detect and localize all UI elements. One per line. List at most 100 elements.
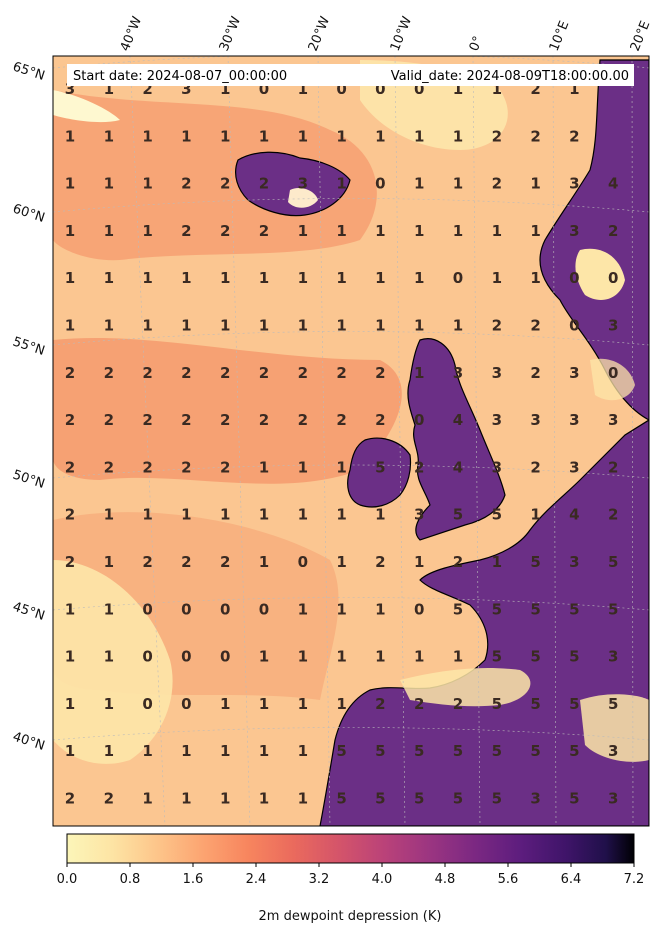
map-field: 3 1 2 3 1 0 1 0 0 0 1 1 2 1 1 1 1 1 1 1 1 1 1 1 1 2 2 2 1 1 1 2 2 2 3 1 0 1 1 2… [53,56,649,826]
grid-value: 1 [220,127,230,145]
grid-value: 2 [569,127,579,145]
colorbar-tick-label: 0.8 [120,872,141,887]
grid-value: 1 [375,222,385,240]
grid-value: 1 [530,506,540,524]
header-box [67,64,634,86]
grid-value: 5 [336,742,346,760]
meridian-line [394,56,406,826]
grid-value: 1 [181,269,191,287]
grid-value: 1 [298,790,308,808]
grid-value: 1 [104,175,114,193]
grid-value: 5 [569,790,579,808]
grid-value: 1 [181,742,191,760]
grid-value: 2 [492,127,502,145]
grid-value: 1 [298,695,308,713]
grid-value: 2 [298,364,308,382]
grid-value: 2 [492,317,502,335]
grid-value: 2 [259,222,269,240]
grid-value: 0 [142,695,152,713]
grid-value: 1 [259,506,269,524]
grid-value: 2 [142,458,152,476]
land-ireland [347,437,412,508]
grid-value: 2 [181,553,191,571]
grid-value: 5 [414,742,424,760]
lon-label: 40°W [118,14,145,53]
meridian-line [472,56,481,826]
grid-value: 1 [142,175,152,193]
grid-value: 1 [259,269,269,287]
grid-value: 1 [298,648,308,666]
start-date-label: Start date: 2024-08-07_00:00:00 [73,69,287,84]
grid-value: 1 [220,695,230,713]
grid-value: 3 [608,317,618,335]
grid-value: 2 [375,553,385,571]
grid-value: 1 [259,458,269,476]
grid-value: 2 [530,458,540,476]
grid-value: 1 [181,790,191,808]
grid-value: 5 [453,790,463,808]
grid-value: 2 [65,364,75,382]
lon-label: 10°W [388,14,415,53]
grid-value: 0 [414,80,424,98]
lat-label: 60°N [11,202,47,226]
grid-value: 5 [608,553,618,571]
valid-date-label: Valid_date: 2024-08-09T18:00:00.00 [391,69,629,84]
grid-value: 1 [259,127,269,145]
grid-value: 3 [492,411,502,429]
grid-value: 1 [375,127,385,145]
grid-value: 1 [492,269,502,287]
grid-value: 2 [375,364,385,382]
grid-value: 2 [65,411,75,429]
grid-value: 1 [104,80,114,98]
lon-label: 20°E [628,19,654,54]
grid-value: 1 [65,600,75,618]
grid-value: 1 [492,80,502,98]
grid-value: 1 [65,648,75,666]
grid-value: 2 [336,411,346,429]
grid-value: 1 [298,80,308,98]
grid-value: 3 [569,175,579,193]
grid-value: 1 [336,553,346,571]
land-pale-patch-mediterranean [580,694,649,762]
grid-value: 3 [569,222,579,240]
colorbar-tick-label: 1.6 [183,872,204,887]
grid-value: 2 [259,411,269,429]
grid-value: 0 [259,80,269,98]
lat-label: 55°N [11,335,47,359]
grid-value: 1 [414,364,424,382]
grid-value: 1 [298,742,308,760]
grid-value: 5 [530,600,540,618]
grid-value: 1 [142,317,152,335]
lon-label: 30°W [217,14,244,53]
grid-value: 2 [259,364,269,382]
grid-value: 1 [65,317,75,335]
grid-value: 1 [492,222,502,240]
grid-value: 0 [608,269,618,287]
grid-value: 2 [492,175,502,193]
grid-value: 1 [569,80,579,98]
longitude-labels: 40°W 30°W 20°W 10°W 0° 10°E 20°E [118,14,654,53]
grid-value: 1 [336,648,346,666]
grid-value: 2 [104,411,114,429]
grid-value: 1 [298,458,308,476]
land-pale-patch-spain [400,668,531,707]
grid-value: 1 [298,222,308,240]
grid-value: 0 [375,175,385,193]
grid-value: 1 [375,648,385,666]
grid-value: 0 [142,648,152,666]
lat-label: 40°N [11,730,47,754]
grid-value: 5 [453,742,463,760]
grid-value: 3 [414,506,424,524]
colorbar-tick-label: 6.4 [561,872,582,887]
ocean-pale-zone-west [53,560,173,764]
grid-value: 1 [414,317,424,335]
grid-value: 5 [608,695,618,713]
grid-value: 1 [336,222,346,240]
grid-value: 1 [142,506,152,524]
grid-value: 1 [259,648,269,666]
grid-value: 3 [65,80,75,98]
lat-label: 50°N [11,468,47,492]
grid-value: 1 [375,317,385,335]
grid-value: 2 [104,458,114,476]
